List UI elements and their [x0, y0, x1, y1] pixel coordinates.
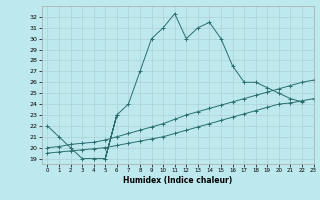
X-axis label: Humidex (Indice chaleur): Humidex (Indice chaleur)	[123, 176, 232, 185]
